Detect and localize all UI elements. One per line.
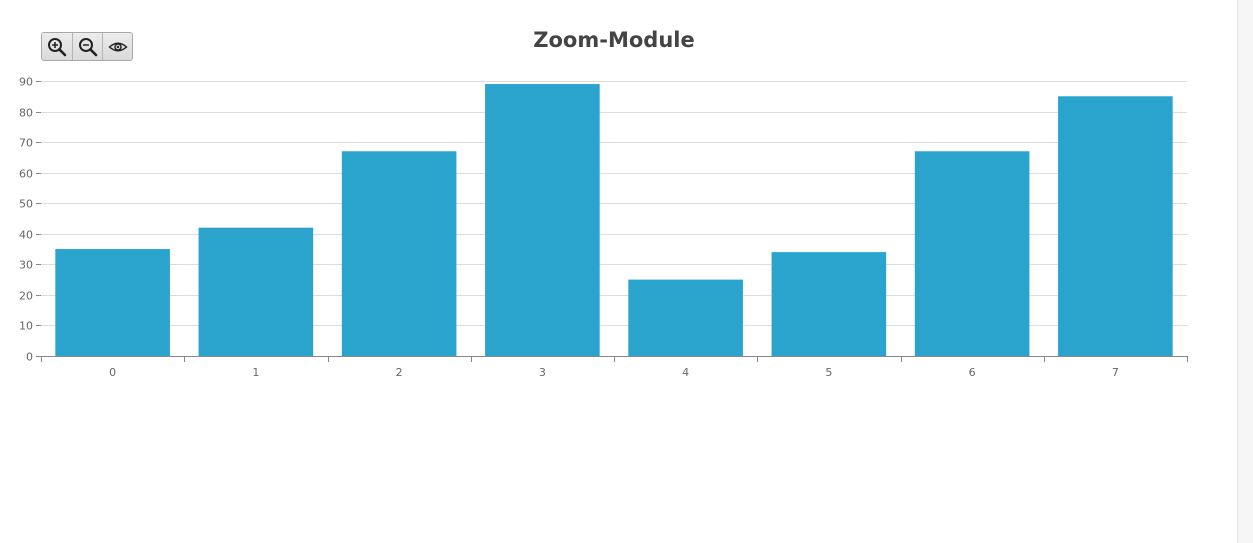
y-tick-label: 20	[19, 290, 33, 303]
bar-chart: 0 10 20 30 40 50 60 70 80 90 0 1 2 3 4 5 6 7	[19, 76, 1188, 379]
bar	[341, 151, 457, 356]
x-tick-label: 1	[252, 366, 259, 379]
chart-title: Zoom-Module	[533, 28, 695, 52]
x-tick-label: 6	[969, 366, 976, 379]
y-tick-label: 10	[19, 320, 33, 333]
vertical-scrollbar[interactable]	[1237, 0, 1253, 543]
bar	[628, 279, 743, 356]
bar	[914, 151, 1030, 356]
zoom-in-icon	[48, 37, 67, 56]
reset-view-button[interactable]	[102, 33, 132, 60]
y-tick-label: 40	[19, 229, 33, 242]
y-tick-label: 70	[19, 137, 33, 150]
x-tick-label: 2	[396, 366, 403, 379]
bar	[485, 84, 600, 357]
y-tick-label: 0	[26, 351, 33, 364]
bar	[1058, 96, 1173, 357]
x-tick-label: 4	[682, 366, 689, 379]
y-tick-label: 60	[19, 168, 33, 181]
bar	[771, 252, 887, 356]
y-tick-label: 80	[19, 107, 33, 120]
zoom-in-button[interactable]	[42, 33, 72, 60]
zoom-out-button[interactable]	[72, 33, 102, 60]
x-tick-label: 0	[109, 366, 116, 379]
bar	[55, 249, 170, 356]
x-tick-label: 3	[539, 366, 546, 379]
y-tick-label: 90	[19, 76, 33, 89]
zoom-out-icon	[78, 37, 97, 56]
y-tick-label: 50	[19, 198, 33, 211]
x-tick-label: 5	[825, 366, 832, 379]
zoom-toolbar	[41, 32, 133, 61]
bar	[198, 227, 314, 356]
x-tick-label: 7	[1112, 366, 1119, 379]
y-tick-label: 30	[19, 259, 33, 272]
eye-icon	[107, 42, 128, 51]
